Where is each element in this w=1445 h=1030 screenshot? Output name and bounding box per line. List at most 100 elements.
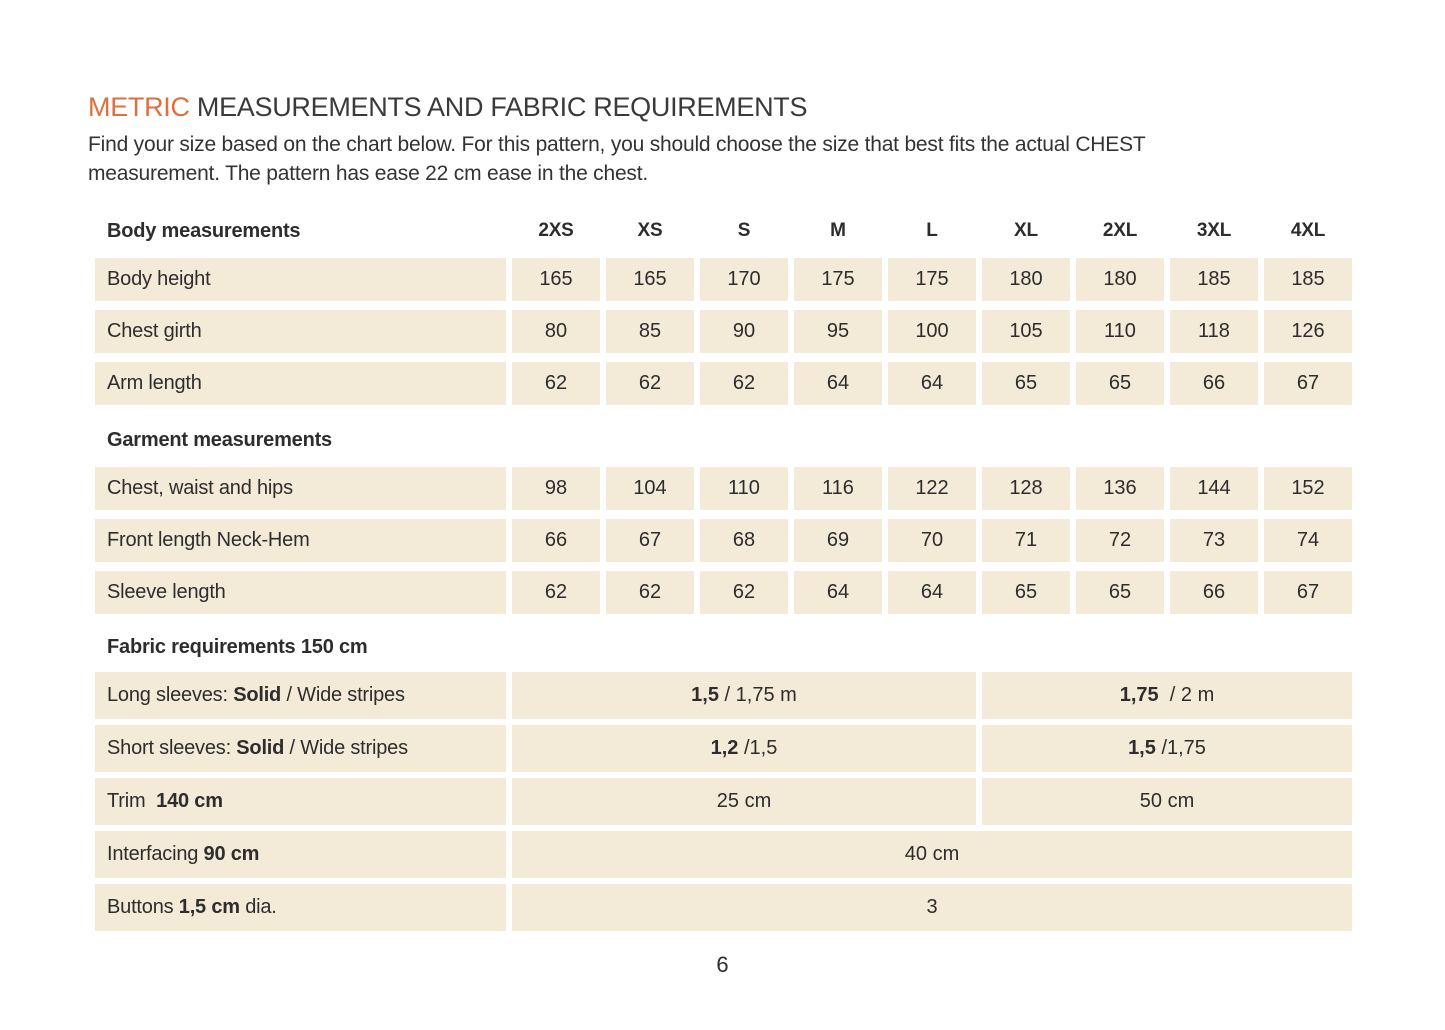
row-label: Short sleeves: Solid / Wide stripes <box>95 725 506 772</box>
table-row-long-sleeves: Long sleeves: Solid / Wide stripes 1,5 /… <box>95 672 1352 719</box>
value-cell: 65 <box>1076 362 1164 405</box>
table-row-front-length: Front length Neck-Hem 66 67 68 69 70 71 … <box>95 519 1352 562</box>
column-header-size-4xl: 4XL <box>1290 220 1326 241</box>
label-bold-text: 1,5 cm <box>178 896 240 918</box>
merged-value-cell-small-sizes: 25 cm <box>512 778 976 825</box>
value-cell: 118 <box>1170 310 1258 353</box>
value-bold-text: 1,75 <box>1119 684 1159 706</box>
row-label: Sleeve length <box>95 571 506 614</box>
value-cell: 185 <box>1170 258 1258 301</box>
value-bold-text: 1,2 <box>710 737 739 759</box>
column-header-size-xl: XL <box>1014 220 1038 241</box>
label-text: Buttons <box>107 896 179 918</box>
value-cell: 73 <box>1170 519 1258 562</box>
row-label: Buttons 1,5 cm dia. <box>95 884 506 931</box>
row-label: Arm length <box>95 362 506 405</box>
label-text: Long sleeves: <box>107 684 234 706</box>
value-text: 25 cm <box>716 790 772 812</box>
label-text: / Wide stripes <box>281 684 405 706</box>
value-cell: 72 <box>1076 519 1164 562</box>
value-cell: 62 <box>606 362 694 405</box>
row-label: Trim 140 cm <box>95 778 506 825</box>
value-cell: 62 <box>512 362 600 405</box>
section-header-fabric-requirements: Fabric requirements 150 cm <box>107 636 368 658</box>
section-header-garment-measurements: Garment measurements <box>107 429 332 451</box>
label-bold-text: 90 cm <box>203 843 260 865</box>
value-cell: 71 <box>982 519 1070 562</box>
table-row-interfacing: Interfacing 90 cm 40 cm <box>95 831 1352 878</box>
column-header-size-xs: XS <box>637 220 663 241</box>
row-label: Chest, waist and hips <box>95 467 506 510</box>
value-cell: 64 <box>794 362 882 405</box>
value-cell: 185 <box>1264 258 1352 301</box>
value-bold-text: 1,5 <box>1128 737 1156 759</box>
value-cell: 126 <box>1264 310 1352 353</box>
value-cell: 66 <box>1170 362 1258 405</box>
label-bold-text: Solid <box>236 737 285 759</box>
value-text: 40 cm <box>904 843 960 865</box>
value-bold-text: 1,5 <box>691 684 719 706</box>
value-cell: 62 <box>512 571 600 614</box>
merged-value-cell-small-sizes: 1,2 /1,5 <box>512 725 976 772</box>
value-text: /1,5 <box>738 737 778 759</box>
merged-value-cell-all-sizes: 40 cm <box>512 831 1352 878</box>
column-header-size-3xl: 3XL <box>1196 220 1232 241</box>
value-cell: 64 <box>888 571 976 614</box>
value-cell: 62 <box>606 571 694 614</box>
page-title-rest: MEASUREMENTS AND FABRIC REQUIREMENTS <box>189 92 808 122</box>
label-bold-text: 140 cm <box>156 790 223 812</box>
value-cell: 62 <box>700 362 788 405</box>
value-cell: 175 <box>794 258 882 301</box>
row-label: Front length Neck-Hem <box>95 519 506 562</box>
value-cell: 62 <box>700 571 788 614</box>
value-cell: 175 <box>888 258 976 301</box>
value-cell: 65 <box>982 362 1070 405</box>
value-text: 50 cm <box>1139 790 1195 812</box>
merged-value-cell-large-sizes: 1,75 / 2 m <box>982 672 1352 719</box>
table-header-row: Body measurements 2XS XS S M L XL 2XL 3X… <box>95 216 1352 246</box>
value-cell: 64 <box>888 362 976 405</box>
column-header-size-2xs: 2XS <box>538 220 574 241</box>
intro-paragraph: Find your size based on the chart below.… <box>88 130 1445 188</box>
merged-value-cell-all-sizes: 3 <box>512 884 1352 931</box>
label-text: Trim <box>107 790 157 812</box>
value-cell: 116 <box>794 467 882 510</box>
intro-line-1: Find your size based on the chart below.… <box>88 133 1146 156</box>
value-cell: 152 <box>1264 467 1352 510</box>
value-cell: 180 <box>982 258 1070 301</box>
table-row-arm-length: Arm length 62 62 62 64 64 65 65 66 67 <box>95 362 1352 405</box>
value-cell: 80 <box>512 310 600 353</box>
value-cell: 67 <box>1264 571 1352 614</box>
page-number: 6 <box>716 952 729 977</box>
value-cell: 98 <box>512 467 600 510</box>
label-text: Interfacing <box>107 843 204 865</box>
value-cell: 180 <box>1076 258 1164 301</box>
table-row-chest-waist-hips: Chest, waist and hips 98 104 110 116 122… <box>95 467 1352 510</box>
page-title-highlight: METRIC <box>88 92 190 122</box>
value-text: / 1,75 m <box>718 684 797 706</box>
value-cell: 65 <box>1076 571 1164 614</box>
label-bold-text: Solid <box>233 684 282 706</box>
table-row-trim: Trim 140 cm 25 cm 50 cm <box>95 778 1352 825</box>
table-row-sleeve-length: Sleeve length 62 62 62 64 64 65 65 66 67 <box>95 571 1352 614</box>
intro-line-2: measurement. The pattern has ease 22 cm … <box>88 162 649 185</box>
column-header-size-m: M <box>830 220 846 241</box>
value-text: 3 <box>926 896 938 918</box>
value-cell: 67 <box>1264 362 1352 405</box>
value-cell: 68 <box>700 519 788 562</box>
value-cell: 66 <box>512 519 600 562</box>
value-cell: 90 <box>700 310 788 353</box>
page-title: METRIC MEASUREMENTS AND FABRIC REQUIREME… <box>0 0 1445 123</box>
merged-value-cell-large-sizes: 50 cm <box>982 778 1352 825</box>
column-header-size-l: L <box>926 220 938 241</box>
table-row-buttons: Buttons 1,5 cm dia. 3 <box>95 884 1352 931</box>
value-text: /1,75 <box>1155 737 1206 759</box>
value-cell: 69 <box>794 519 882 562</box>
value-cell: 67 <box>606 519 694 562</box>
merged-value-cell-large-sizes: 1,5 /1,75 <box>982 725 1352 772</box>
value-cell: 70 <box>888 519 976 562</box>
value-text: / 2 m <box>1158 684 1215 706</box>
value-cell: 136 <box>1076 467 1164 510</box>
value-cell: 104 <box>606 467 694 510</box>
